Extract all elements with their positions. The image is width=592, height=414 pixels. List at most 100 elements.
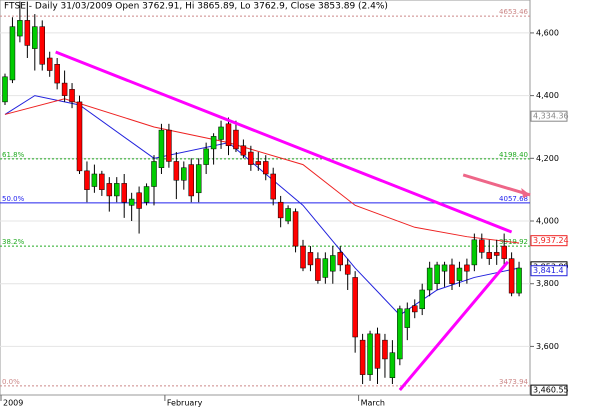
moving-average [4,95,520,316]
candle-body [166,129,172,162]
candle-body [389,352,396,379]
candle-body [114,183,120,197]
candle-body [285,208,291,222]
candle-body [516,267,522,294]
candle-body [307,252,314,266]
candle-body [315,258,321,281]
price-label: 3,937.24 [533,236,569,245]
candle-body [99,173,105,190]
fib-price: 4653.46 [499,8,528,16]
candle-body [292,211,299,247]
candle-body [337,252,343,266]
x-tick-label: February [167,399,203,408]
x-tick-label: March [361,399,385,408]
candle-body [263,161,269,175]
candle-body [61,82,68,96]
candle-body [508,258,515,294]
candle-body [479,239,485,253]
chart-title: FTSE - Daily 31/03/2009 Open 3762.91, Hi… [4,2,388,12]
price-label: 3,460.55 [533,386,569,395]
fib-price: 4198.40 [499,151,528,159]
candle-body [382,339,388,360]
candle-body [501,245,507,259]
y-tick-label: 3,600 [536,342,559,351]
candle-body [441,264,448,272]
candle-body [248,151,254,165]
fib-price: 3473.94 [499,378,528,386]
candle-body [181,167,187,181]
candle-body [173,161,180,181]
candle-body [367,333,373,375]
candle-body [91,173,98,187]
candle-body [359,339,366,375]
price-label: 3,841.4 [533,266,564,275]
price-box [530,110,568,122]
fib-price: 4057.68 [499,195,528,203]
candle-body [270,173,276,200]
candle-body [471,239,478,266]
candle-body [106,183,113,197]
candle-body [344,264,351,275]
fib-percent: 61.8% [2,151,25,159]
arrow-head [521,187,531,198]
candle-body [39,26,45,65]
candle-body [233,129,239,150]
candle-body [54,64,60,84]
candle-body [404,308,411,328]
candle-body [210,136,217,150]
y-tick-label: 4,200 [536,154,559,163]
fib-percent: 50.0% [2,195,25,203]
plot-frame [0,0,531,396]
candle-body [464,264,470,272]
candle-body [426,267,433,291]
y-tick-label: 4,600 [536,28,559,37]
candle-body [493,252,500,256]
candle-body [2,76,8,103]
candle-body [218,126,224,140]
candle-body [397,308,403,360]
candle-body [456,267,463,281]
candle-body [9,26,16,81]
price-label: 4,334.36 [533,112,569,121]
candle-body [225,123,232,147]
candle-body [32,26,38,49]
candle-body [434,264,440,284]
candle-body [46,57,53,71]
candle-body [158,129,165,168]
candle-body [17,20,23,37]
candle-body [203,148,209,165]
candle-body [277,201,284,219]
candle-body [374,333,381,369]
candle-body [255,161,262,165]
candle-body [143,186,150,203]
fib-percent: 0.0% [2,378,20,386]
candle-body [240,145,247,156]
candle-body [449,264,455,284]
candle-body [136,192,142,209]
candle-body [121,183,127,203]
price-box [530,235,568,247]
candle-body [419,289,425,310]
candle-body [412,305,418,313]
candle-body [151,161,157,187]
trendline [398,260,510,391]
arrow [462,173,531,197]
candle-body [24,20,31,46]
candle-body [188,164,194,197]
y-tick-label: 3,800 [536,279,559,288]
candle-body [352,277,358,338]
candle-body [486,252,492,259]
candle-body [330,255,336,272]
candle-body [76,101,83,172]
candle-body [300,245,306,269]
price-box [530,265,568,277]
trendline [55,50,513,234]
candle-body [69,89,75,103]
x-tick-label: 2009 [3,399,23,408]
candle-body [195,164,202,194]
price-box [530,384,568,396]
candle-body [128,198,135,206]
moving-average [4,98,520,244]
candle-body [322,258,329,278]
